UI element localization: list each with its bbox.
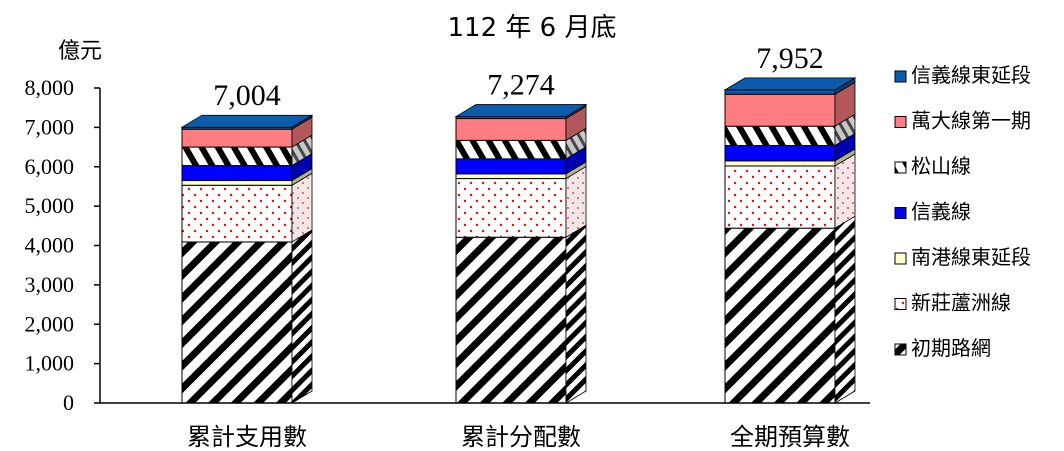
y-tick-label: 2,000 bbox=[25, 311, 75, 336]
legend-swatch bbox=[894, 207, 907, 219]
bar-segment bbox=[724, 93, 836, 127]
bar-segment bbox=[724, 227, 836, 404]
y-tick-label: 6,000 bbox=[25, 154, 75, 179]
bar-segment bbox=[181, 180, 293, 186]
x-axis: 累計支用數 累計分配數 全期預算數 bbox=[100, 402, 870, 451]
bar-stack bbox=[454, 103, 588, 404]
bar-top-face bbox=[723, 77, 857, 91]
bar-segment bbox=[455, 173, 567, 180]
bar-segment bbox=[455, 139, 567, 160]
bar-total-label: 7,004 bbox=[213, 79, 281, 112]
total-labels: 7,004 7,274 7,952 bbox=[213, 42, 824, 112]
legend-item: 信義線 bbox=[894, 200, 971, 224]
legend-label: 初期路網 bbox=[911, 336, 991, 360]
legend-label: 新莊蘆洲線 bbox=[911, 291, 1011, 315]
bar-segment bbox=[455, 118, 567, 141]
legend-item: 萬大線第一期 bbox=[894, 109, 1031, 133]
legend-swatch bbox=[894, 252, 907, 265]
bar-segment bbox=[181, 241, 293, 404]
legend-label: 萬大線第一期 bbox=[911, 109, 1031, 133]
bar-segment bbox=[455, 178, 567, 238]
y-tick-label: 4,000 bbox=[25, 233, 75, 258]
bar-segment bbox=[724, 144, 836, 162]
bar-segment bbox=[455, 236, 567, 404]
legend-swatch bbox=[894, 343, 907, 356]
bar-segment bbox=[181, 128, 293, 148]
y-tick-label: 3,000 bbox=[25, 272, 75, 297]
legend-swatch bbox=[894, 298, 907, 310]
y-tick-label: 0 bbox=[63, 390, 74, 415]
legend-item: 初期路網 bbox=[894, 336, 991, 360]
bar-segment bbox=[181, 184, 293, 243]
legend-item: 信義線東延段 bbox=[894, 63, 1031, 87]
y-tick-label: 5,000 bbox=[25, 193, 75, 218]
x-category-label: 累計分配數 bbox=[461, 423, 581, 451]
x-category-label: 累計支用數 bbox=[187, 423, 307, 451]
legend-swatch bbox=[894, 161, 907, 174]
x-category-label: 全期預算數 bbox=[730, 423, 850, 451]
bar-segment bbox=[724, 125, 836, 146]
legend-item: 松山線 bbox=[894, 154, 971, 178]
bar-segment bbox=[455, 158, 567, 175]
bar-segment bbox=[724, 165, 836, 229]
bar-segment-side bbox=[834, 215, 856, 404]
y-axis: 0 1,000 2,000 3,000 4,000 5,000 6,000 7,000 8,00… bbox=[25, 75, 101, 415]
y-tick-label: 8,000 bbox=[25, 75, 75, 100]
y-tick-label: 7,000 bbox=[25, 114, 75, 139]
legend-label: 南港線東延段 bbox=[911, 245, 1031, 269]
bar-segment bbox=[724, 160, 836, 167]
bar-total-label: 7,952 bbox=[756, 42, 824, 75]
legend-label: 信義線東延段 bbox=[911, 63, 1031, 87]
bar-segment-side bbox=[834, 153, 856, 229]
bar-segment-side bbox=[291, 229, 313, 404]
legend-swatch bbox=[894, 116, 907, 128]
y-tick-label: 1,000 bbox=[25, 351, 75, 376]
bar-total-label: 7,274 bbox=[487, 69, 555, 102]
legend-label: 信義線 bbox=[911, 200, 971, 224]
chart-title: 112 年 6 月底 bbox=[448, 13, 617, 43]
y-axis-unit-label: 億元 bbox=[58, 39, 102, 64]
bar-top-face bbox=[454, 104, 588, 117]
legend-label: 松山線 bbox=[911, 154, 971, 178]
legend-swatch bbox=[894, 70, 907, 83]
bar-segment-side bbox=[565, 224, 587, 404]
bar-segment bbox=[181, 146, 293, 167]
bar-segment bbox=[181, 165, 293, 182]
bar-stack bbox=[180, 114, 314, 404]
bars bbox=[180, 77, 857, 404]
bar-segment bbox=[724, 89, 836, 95]
bar-stack bbox=[723, 77, 857, 404]
bar-top-face bbox=[180, 114, 314, 128]
legend-item: 南港線東延段 bbox=[894, 245, 1031, 269]
legend-item: 新莊蘆洲線 bbox=[894, 291, 1011, 315]
